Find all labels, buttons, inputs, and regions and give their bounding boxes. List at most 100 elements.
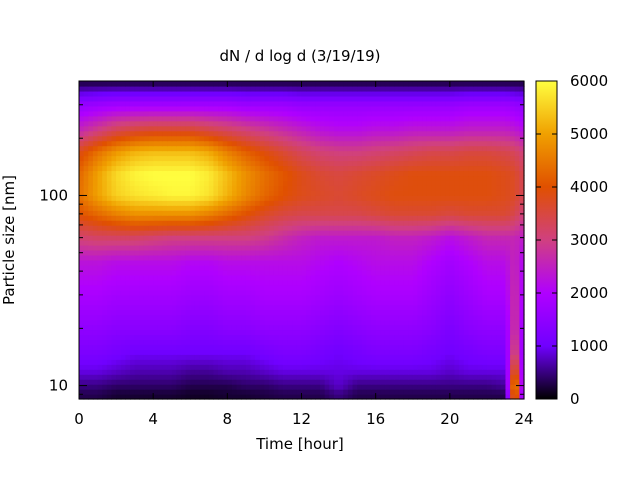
heatmap-cell <box>167 354 173 360</box>
heatmap-cell <box>445 259 451 266</box>
heatmap-cell <box>213 374 219 380</box>
heatmap-cell <box>463 210 469 216</box>
heatmap-cell <box>213 220 219 226</box>
heatmap-cell <box>79 140 85 147</box>
heatmap-cell <box>199 354 205 360</box>
heatmap-cell <box>320 384 326 390</box>
heatmap-cell <box>454 165 460 172</box>
heatmap-cell <box>394 150 400 157</box>
heatmap-cell <box>171 145 177 152</box>
heatmap-cell <box>259 369 266 375</box>
heatmap-cell <box>199 374 205 380</box>
heatmap-cell <box>343 240 349 246</box>
heatmap-cell <box>282 394 289 400</box>
heatmap-cell <box>417 309 423 316</box>
heatmap-cell <box>282 284 289 291</box>
heatmap-cell <box>301 155 307 162</box>
heatmap-cell <box>287 145 293 152</box>
heatmap-cell <box>148 359 154 365</box>
heatmap-cell <box>222 155 228 162</box>
heatmap-cell <box>473 359 479 365</box>
heatmap-cell <box>491 264 497 271</box>
heatmap-cell <box>320 160 326 167</box>
heatmap-cell <box>412 324 418 331</box>
heatmap-cell <box>306 200 312 206</box>
heatmap-cell <box>426 294 432 301</box>
heatmap-cell <box>292 304 298 311</box>
heatmap-cell <box>245 200 252 206</box>
heatmap-cell <box>213 155 219 162</box>
heatmap-cell <box>194 230 201 236</box>
heatmap-cell <box>296 160 303 167</box>
heatmap-cell <box>389 180 395 186</box>
heatmap-cell <box>408 349 414 355</box>
heatmap-cell <box>449 354 456 360</box>
heatmap-cell <box>306 155 312 162</box>
heatmap-cell <box>347 205 354 211</box>
heatmap-cell <box>505 215 511 221</box>
heatmap-cell <box>454 225 460 231</box>
heatmap-cell <box>435 294 442 301</box>
heatmap-cell <box>292 150 298 157</box>
heatmap-cell <box>333 339 340 345</box>
heatmap-cell <box>431 254 437 261</box>
heatmap-cell <box>296 324 303 331</box>
heatmap-cell <box>153 244 159 251</box>
heatmap-cell <box>371 160 377 167</box>
heatmap-cell <box>422 364 428 370</box>
heatmap-cell <box>148 205 154 211</box>
heatmap-cell <box>301 379 307 385</box>
heatmap-cell <box>208 244 215 251</box>
heatmap-cell <box>92 254 99 261</box>
heatmap-cell <box>505 324 511 331</box>
heatmap-cell <box>459 195 465 201</box>
heatmap-cell <box>357 309 363 316</box>
heatmap-cell <box>384 190 391 196</box>
heatmap-cell <box>143 240 150 246</box>
heatmap-cell <box>486 175 493 181</box>
heatmap-cell <box>338 389 344 395</box>
heatmap-cell <box>83 225 89 231</box>
heatmap-cell <box>92 175 99 181</box>
heatmap-cell <box>315 344 321 350</box>
heatmap-cell <box>473 334 479 340</box>
heatmap-cell <box>213 235 219 241</box>
heatmap-cell <box>167 374 173 380</box>
heatmap-cell <box>333 185 340 191</box>
heatmap-cell <box>315 279 321 286</box>
heatmap-cell <box>435 354 442 360</box>
heatmap-cell <box>408 319 414 326</box>
heatmap-cell <box>102 235 108 241</box>
heatmap-cell <box>278 369 284 375</box>
heatmap-cell <box>222 374 228 380</box>
heatmap-cell <box>194 349 201 355</box>
heatmap-cell <box>514 205 520 211</box>
heatmap-cell <box>417 215 423 221</box>
heatmap-cell <box>477 379 483 385</box>
heatmap-cell <box>380 279 386 286</box>
heatmap-cell <box>194 394 201 400</box>
heatmap-cell <box>366 259 372 266</box>
heatmap-cell <box>259 235 266 241</box>
heatmap-cell <box>287 150 293 157</box>
heatmap-cell <box>417 235 423 241</box>
heatmap-cell <box>338 150 344 157</box>
heatmap-cell <box>282 205 289 211</box>
heatmap-cell <box>417 359 423 365</box>
heatmap-cell <box>129 230 136 236</box>
heatmap-cell <box>366 354 372 360</box>
heatmap-cell <box>116 284 122 291</box>
heatmap-cell <box>278 190 284 196</box>
heatmap-cell <box>92 264 99 271</box>
heatmap-cell <box>88 244 94 251</box>
heatmap-cell <box>287 264 293 271</box>
heatmap-cell <box>79 215 85 221</box>
heatmap-cell <box>329 249 335 256</box>
heatmap-cell <box>292 354 298 360</box>
heatmap-cell <box>426 314 432 321</box>
heatmap-cell <box>324 240 330 246</box>
heatmap-cell <box>468 374 474 380</box>
heatmap-cell <box>241 205 247 211</box>
heatmap-cell <box>454 160 460 167</box>
heatmap-cell <box>320 244 326 251</box>
